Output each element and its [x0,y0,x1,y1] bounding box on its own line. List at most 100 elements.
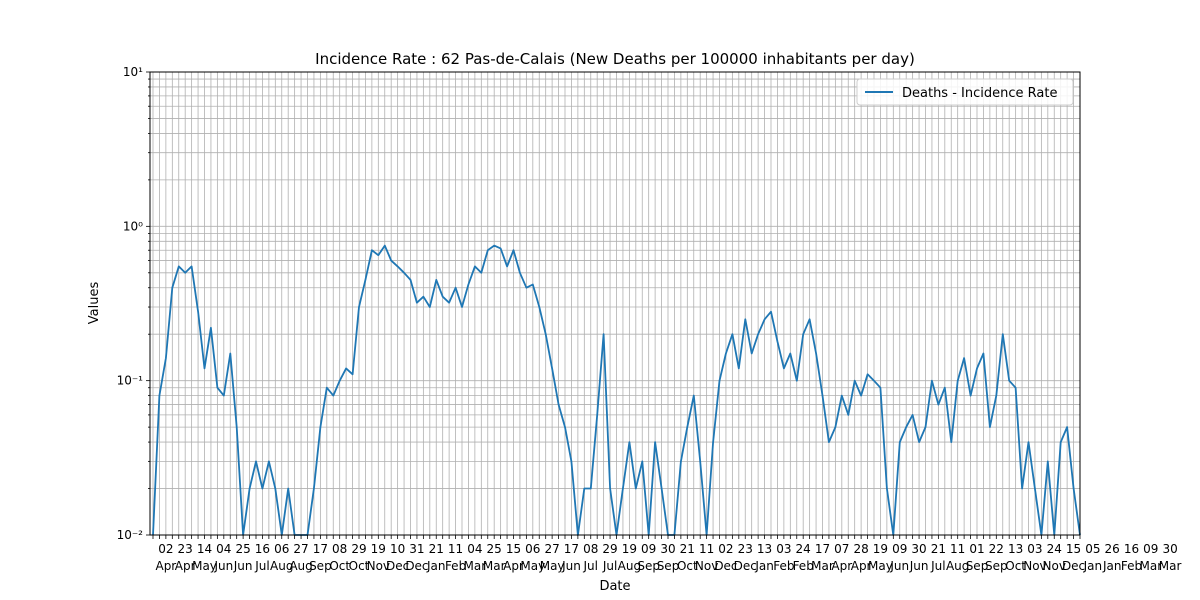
x-tick-label-month: Mar [483,559,506,573]
x-tick-label-month: Sep [657,559,680,573]
x-tick-label-day: 02 [718,542,733,556]
x-tick-label-day: 17 [313,542,328,556]
x-tick-label-month: Dec [714,559,737,573]
x-tick-label-month: Jan [1102,559,1122,573]
x-tick-label-month: Oct [349,559,370,573]
y-tick-label: 10¹ [123,65,143,79]
x-tick-label-month: Apr [831,559,852,573]
x-tick-label-month: Mar [464,559,487,573]
x-tick-label-month: May [520,559,545,573]
x-tick-label-month: May [868,559,893,573]
x-tick-label-day: 28 [853,542,868,556]
x-tick-label-month: Dec [734,559,757,573]
plot-frame [149,71,1081,536]
x-tick-label-month: Nov [367,559,390,573]
x-tick-label-day: 30 [911,542,926,556]
x-tick-label-month: Dec [386,559,409,573]
x-tick-label-day: 11 [950,542,965,556]
x-tick-label-day: 09 [641,542,656,556]
x-tick-label-month: Nov [1043,559,1066,573]
x-tick-label-day: 24 [796,542,811,556]
x-tick-label-day: 08 [583,542,598,556]
x-tick-label-month: Apr [503,559,524,573]
x-tick-label-day: 27 [544,542,559,556]
legend-label: Deaths - Incidence Rate [902,86,1057,101]
x-axis-label: Date [599,579,630,594]
x-tick-label-day: 14 [197,542,212,556]
x-tick-label-month: Jun [909,559,929,573]
x-tick-label-day: 17 [815,542,830,556]
x-tick-label-month: Sep [637,559,660,573]
x-tick-label-month: Jan [1083,559,1103,573]
x-tick-label-day: 23 [178,542,193,556]
x-tick-label-day: 16 [1124,542,1139,556]
x-tick-label-day: 21 [680,542,695,556]
x-tick-label-day: 15 [1066,542,1081,556]
x-tick-label-day: 04 [467,542,482,556]
x-tick-label-day: 19 [622,542,637,556]
legend: Deaths - Incidence Rate [856,78,1074,106]
x-tick-label-day: 19 [873,542,888,556]
x-tick-label-month: Dec [405,559,428,573]
x-tick-label-month: Apr [175,559,196,573]
x-tick-label-month: May [192,559,217,573]
x-tick-label-month: Dec [1062,559,1085,573]
x-tick-label-day: 29 [351,542,366,556]
x-tick-label-day: 01 [969,542,984,556]
x-tick-label-day: 30 [660,542,675,556]
x-tick-label-day: 21 [429,542,444,556]
x-tick-label-month: Feb [445,559,466,573]
x-tick-label-month: Jul [583,559,598,573]
grid [150,72,1081,536]
x-tick-label-day: 16 [255,542,270,556]
x-tick-label-month: Jan [426,559,446,573]
x-tick-label-month: Oct [677,559,698,573]
x-tick-label-month: Mar [811,559,834,573]
x-tick-label-month: Apr [851,559,872,573]
chart-title: Incidence Rate : 62 Pas-de-Calais (New D… [315,50,915,68]
x-tick-label-day: 11 [699,542,714,556]
x-tick-label-month: Jun [889,559,909,573]
x-tick-label-day: 08 [332,542,347,556]
x-tick-label-month: Jul [930,559,945,573]
y-tick-label: 10⁰ [123,219,143,233]
x-tick-label-month: Feb [1121,559,1142,573]
x-tick-label-month: Mar [1139,559,1162,573]
x-tick-label-day: 26 [1105,542,1120,556]
x-tick-label-day: 05 [1085,542,1100,556]
x-tick-label-month: Aug [618,559,641,573]
x-tick-label-month: Sep [309,559,332,573]
x-tick-label-month: Jul [254,559,269,573]
x-tick-label-day: 22 [989,542,1004,556]
x-tick-label-month: Aug [289,559,312,573]
x-tick-label-month: May [540,559,565,573]
x-tick-label-month: Aug [270,559,293,573]
x-tick-label-month: Sep [985,559,1008,573]
y-tick-label: 10⁻¹ [117,374,144,388]
x-tick-label-day: 31 [409,542,424,556]
x-tick-label-month: Oct [329,559,350,573]
legend-box [856,78,1074,106]
x-tick-label-month: Sep [966,559,989,573]
x-tick-label-day: 23 [738,542,753,556]
x-tick-label-day: 02 [158,542,173,556]
x-axis: 02Apr23Apr14May04Jun25Jun16Jul06Aug27Aug… [152,535,1182,573]
x-tick-label-month: Mar [1159,559,1182,573]
x-tick-label-month: Feb [773,559,794,573]
x-tick-label-day: 06 [525,542,540,556]
x-tick-label-day: 25 [235,542,250,556]
x-tick-label-day: 17 [564,542,579,556]
x-tick-label-day: 19 [371,542,386,556]
x-tick-label-day: 29 [602,542,617,556]
x-tick-label-day: 24 [1047,542,1062,556]
x-tick-label-day: 25 [487,542,502,556]
x-tick-label-month: Jan [754,559,774,573]
x-tick-label-month: Nov [695,559,718,573]
y-axis: 10⁻² 10⁻¹ 10⁰ 10¹ [117,65,150,542]
x-tick-label-day: 09 [892,542,907,556]
x-tick-label-day: 03 [1027,542,1042,556]
x-tick-label-day: 15 [506,542,521,556]
x-tick-label-month: Nov [1023,559,1046,573]
x-tick-label-month: Feb [793,559,814,573]
